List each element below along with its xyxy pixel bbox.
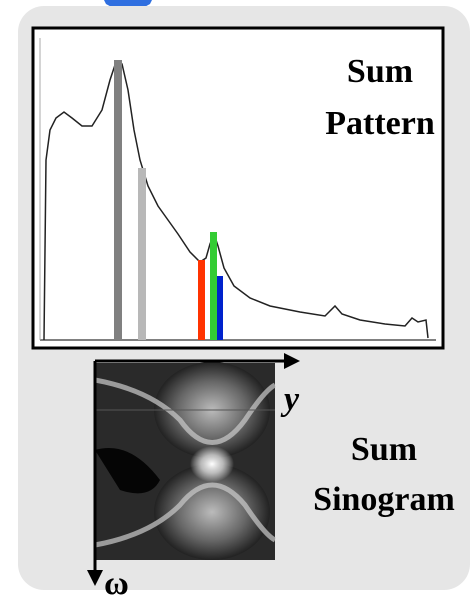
peak-bar (138, 168, 146, 340)
sinogram-label: Sum (351, 431, 417, 468)
omega-label: ω (104, 565, 129, 596)
y-label: y (280, 381, 300, 418)
sinogram-label: Sinogram (313, 481, 455, 518)
peak-bar (210, 232, 217, 340)
y-arrow-head (284, 353, 300, 369)
peak-bar (114, 60, 122, 340)
omega-arrow-head (87, 570, 103, 586)
peak-bar (198, 260, 205, 340)
pattern-frame (31, 26, 445, 350)
sinogram (94, 362, 277, 560)
pattern-curve (43, 61, 429, 341)
pattern-label: Sum (347, 53, 413, 90)
pattern-label: Pattern (325, 105, 435, 142)
peak-bar (217, 276, 223, 340)
